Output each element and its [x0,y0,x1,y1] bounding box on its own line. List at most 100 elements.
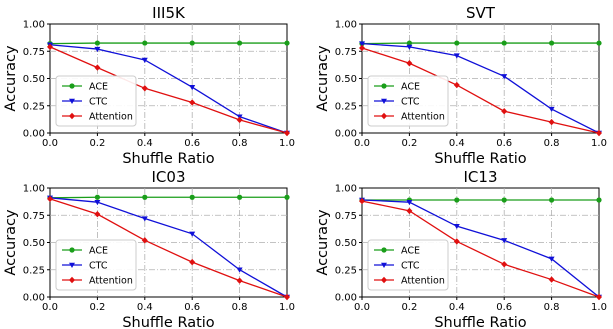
ace-marker [284,40,290,46]
attention-marker [47,195,53,203]
y-tick-label: 0.75 [23,47,45,58]
x-tick-label: 0.6 [184,138,200,149]
ctc-marker [189,231,196,237]
x-tick-label: 0.4 [137,302,153,313]
y-tick-label: 0.50 [23,238,45,249]
series-attention [359,197,602,301]
attention-marker [381,276,387,284]
ctc-marker [406,199,413,206]
attention-marker [141,85,148,92]
x-axis-label: Shuffle Ratio [434,315,526,329]
series-line-attention [49,46,288,134]
ace-marker [284,194,290,200]
y-tick-label: 1.00 [23,184,45,195]
series-line-ace [49,196,287,199]
legend-box [55,75,137,127]
y-tick-label: 0.25 [335,101,357,112]
ace-marker [94,194,100,200]
y-axis-label: Accuracy [315,45,331,112]
ace-marker [142,194,148,200]
y-tick-label: 0.75 [335,211,357,222]
series-ctc [359,41,602,136]
ace-marker [501,40,507,46]
series-line-ace [361,42,599,45]
attention-marker [284,293,290,301]
ace-marker [237,194,243,200]
x-tick-label: 0.4 [449,138,465,149]
attention-marker [501,261,508,268]
y-tick-label: 1.00 [23,20,45,31]
x-tick-label: 0.8 [232,302,248,313]
ctc-marker [548,256,555,262]
attention-marker [236,277,243,284]
x-axis-label: Shuffle Ratio [434,151,526,167]
x-axis-label: Shuffle Ratio [122,151,214,167]
y-tick-label: 0.25 [335,265,357,276]
ace-marker [381,247,387,253]
ace-marker [189,40,195,46]
y-axis-label: Accuracy [315,209,331,276]
ctc-marker [548,106,555,113]
ctc-marker [94,46,101,53]
ctc-marker [501,74,508,80]
x-tick-label: 0.0 [42,138,58,149]
legend-label-ace: ACE [401,246,420,257]
attention-marker [47,43,53,51]
ctc-marker [381,262,387,268]
attention-marker [284,129,290,137]
legend: ACE CTC Attention [55,239,137,291]
x-tick-label: 0.6 [496,138,512,149]
attention-marker [406,207,413,215]
series-line-ace [49,42,287,45]
attention-marker [69,112,75,120]
legend-label-ctc: CTC [89,97,108,108]
series-attention [47,195,290,301]
x-tick-label: 1.0 [279,302,295,313]
x-tick-label: 0.0 [354,302,370,313]
ctc-marker [141,57,148,63]
subplot-title: IC03 [152,168,186,186]
ace-marker [596,40,602,46]
x-tick-label: 0.8 [544,138,560,149]
y-tick-label: 0.50 [23,74,45,85]
y-tick-label: 0.00 [23,293,45,304]
ace-marker [454,197,460,203]
y-tick-label: 1.00 [335,20,357,31]
series-line-ctc [361,199,600,298]
x-tick-label: 1.0 [279,138,295,149]
attention-marker [596,293,602,301]
ace-marker [549,197,555,203]
ace-marker [454,40,460,46]
legend-label-ace: ACE [401,82,420,93]
series-attention [47,43,290,137]
series-line-attention [49,198,288,298]
y-tick-label: 0.25 [23,265,45,276]
series-attention [359,44,602,137]
ctc-marker [359,41,365,47]
x-tick-label: 0.8 [544,302,560,313]
subplot-title: IC13 [464,168,498,186]
x-tick-label: 0.0 [42,302,58,313]
series-line-ctc [361,42,600,134]
ctc-marker [141,216,148,222]
y-tick-label: 0.00 [23,129,45,140]
ace-marker [69,83,75,89]
y-axis-label: Accuracy [3,45,19,112]
attention-marker [236,116,243,124]
ctc-marker [453,53,460,59]
legend-label-attention: Attention [89,112,133,123]
series-line-ctc [49,44,288,134]
subplot-ic13: 0.0 0.2 0.4 0.6 0.8 1.0 0.00 0.25 0.50 0.75 1.00 IC… [315,168,607,329]
legend-label-ace: ACE [89,246,108,257]
ctc-marker [236,267,243,273]
attention-marker [406,60,413,67]
attention-marker [381,112,387,120]
attention-marker [189,99,196,106]
y-tick-label: 0.50 [335,74,357,85]
series-line-attention [361,47,600,134]
ace-marker [596,197,602,203]
ace-marker [69,247,75,253]
ace-marker [381,83,387,89]
ace-marker [94,40,100,46]
